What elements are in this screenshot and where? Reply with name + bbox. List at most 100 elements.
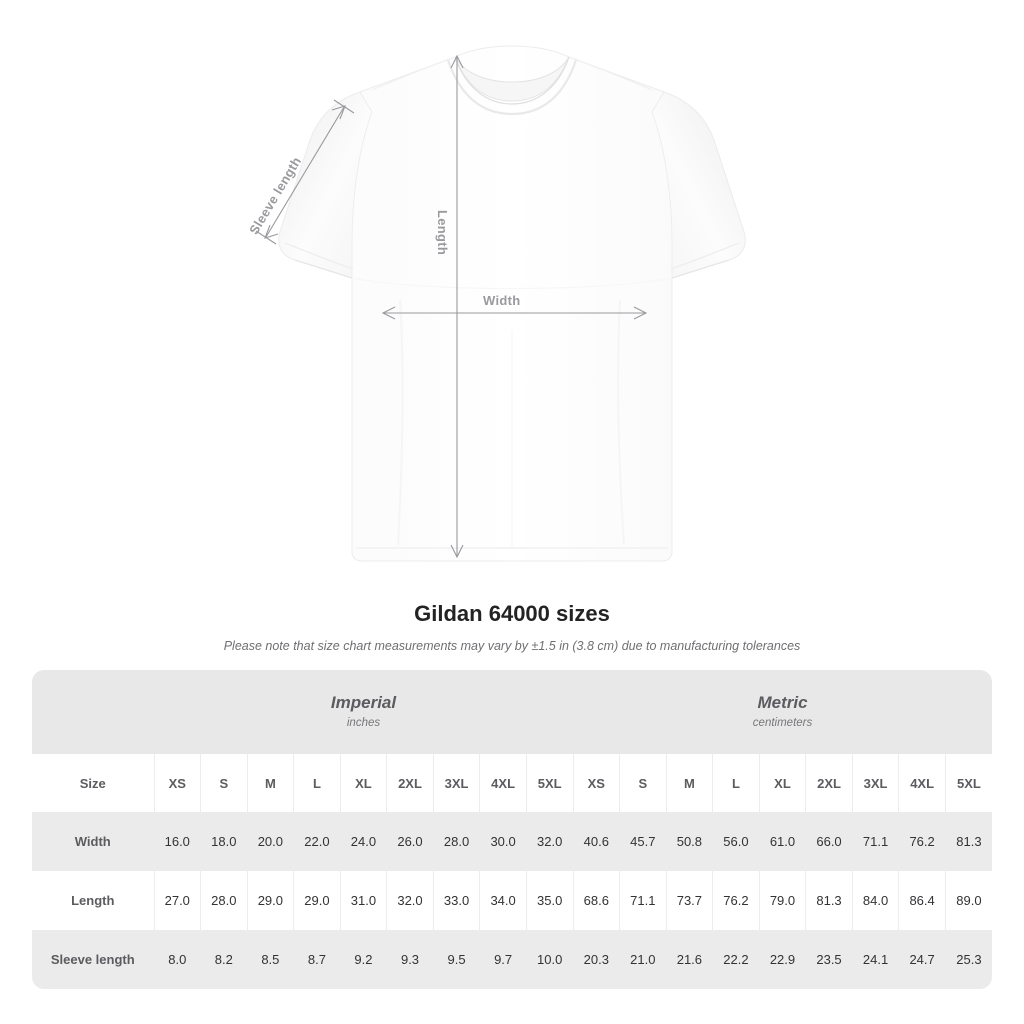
cell-value: 21.6 [665,930,713,989]
cell-value: 25.3 [944,930,993,989]
cell-value: 29.0 [246,871,294,930]
tshirt-figure: Width Length Sleeve length [246,45,746,562]
size-column-header: 4XL [479,754,527,812]
cell-value: 40.6 [572,812,620,871]
cell-value: 81.3 [805,871,853,930]
cell-value: 89.0 [944,871,993,930]
cell-value: 34.0 [479,871,527,930]
cell-value: 33.0 [432,871,480,930]
cell-value: 86.4 [898,871,946,930]
cell-value: 71.1 [619,871,667,930]
size-chart-table-wrap: Imperial inches Metric centimeters Size … [32,670,993,989]
cell-value: 23.5 [805,930,853,989]
unit-metric-sub: centimeters [752,717,813,729]
cell-value: 21.0 [619,930,667,989]
size-column-header: 2XL [386,754,434,812]
cell-value: 71.1 [851,812,899,871]
cell-value: 32.0 [525,812,574,871]
size-column-header: M [246,754,294,812]
cell-value: 28.0 [200,871,248,930]
table-row: Sleeve length 8.0 8.2 8.5 8.7 9.2 9.3 9.… [32,930,993,989]
size-column-header: M [665,754,713,812]
cell-value: 31.0 [339,871,387,930]
cell-value: 28.0 [432,812,480,871]
cell-value: 18.0 [200,812,248,871]
unit-group-metric: Metric centimeters [573,670,993,754]
cell-value: 8.2 [200,930,248,989]
length-dimension-line [450,54,464,559]
size-column-header: XL [339,754,387,812]
cell-value: 76.2 [712,871,760,930]
cell-value: 24.7 [898,930,946,989]
chart-heading: Gildan 64000 sizes Please note that size… [0,600,1024,654]
cell-value: 61.0 [758,812,806,871]
size-column-header: L [712,754,760,812]
size-column-header: S [619,754,667,812]
size-column-header: XS [572,754,620,812]
cell-value: 22.9 [758,930,806,989]
cell-value: 20.0 [246,812,294,871]
cell-value: 9.2 [339,930,387,989]
cell-value: 32.0 [386,871,434,930]
cell-value: 22.2 [712,930,760,989]
cell-value: 20.3 [572,930,620,989]
row-label-width: Width [32,812,154,871]
width-dimension-line [381,306,648,320]
tshirt-illustration [255,45,746,562]
size-column-header: XS [153,754,201,812]
sleeve-length-dimension-line [255,99,355,245]
row-label-length: Length [32,871,154,930]
cell-value: 8.5 [246,930,294,989]
size-column-header: 5XL [525,754,574,812]
cell-value: 24.1 [851,930,899,989]
size-column-header: XL [758,754,806,812]
cell-value: 84.0 [851,871,899,930]
cell-value: 22.0 [293,812,341,871]
size-chart-table: Imperial inches Metric centimeters Size … [32,670,993,989]
size-column-header: 5XL [944,754,993,812]
size-column-header: 4XL [898,754,946,812]
size-column-header: 3XL [432,754,480,812]
cell-value: 24.0 [339,812,387,871]
unit-imperial-name: Imperial [330,693,397,712]
size-header-label: Size [32,754,154,812]
size-column-header: S [200,754,248,812]
size-column-header: L [293,754,341,812]
cell-value: 35.0 [525,871,574,930]
width-label: Width [483,293,521,308]
cell-value: 9.7 [479,930,527,989]
row-label-sleeve-length: Sleeve length [32,930,154,989]
cell-value: 26.0 [386,812,434,871]
cell-value: 27.0 [153,871,201,930]
cell-value: 73.7 [665,871,713,930]
table-row: Width 16.0 18.0 20.0 22.0 24.0 26.0 28.0… [32,812,993,871]
tshirt-body-shape [278,45,746,562]
cell-value: 9.3 [386,930,434,989]
cell-value: 8.7 [293,930,341,989]
cell-value: 29.0 [293,871,341,930]
unit-imperial-sub: inches [346,717,381,729]
table-row: Length 27.0 28.0 29.0 29.0 31.0 32.0 33.… [32,871,993,930]
unit-band-row: Imperial inches Metric centimeters [32,670,993,754]
cell-value: 8.0 [153,930,201,989]
page-title: Gildan 64000 sizes [414,601,610,626]
size-column-header: 2XL [805,754,853,812]
unit-band-spacer [32,670,154,754]
cell-value: 30.0 [479,812,527,871]
size-header-row: Size XS S M L XL 2XL 3XL 4XL 5XL XS S M … [32,754,993,812]
cell-value: 81.3 [944,812,993,871]
cell-value: 9.5 [432,930,480,989]
length-label: Length [435,210,450,256]
cell-value: 45.7 [619,812,667,871]
cell-value: 79.0 [758,871,806,930]
cell-value: 76.2 [898,812,946,871]
unit-group-imperial: Imperial inches [154,670,574,754]
size-column-header: 3XL [851,754,899,812]
cell-value: 50.8 [665,812,713,871]
cell-value: 56.0 [712,812,760,871]
cell-value: 16.0 [153,812,201,871]
tolerance-note: Please note that size chart measurements… [223,639,801,653]
cell-value: 66.0 [805,812,853,871]
cell-value: 68.6 [572,871,620,930]
cell-value: 10.0 [525,930,574,989]
